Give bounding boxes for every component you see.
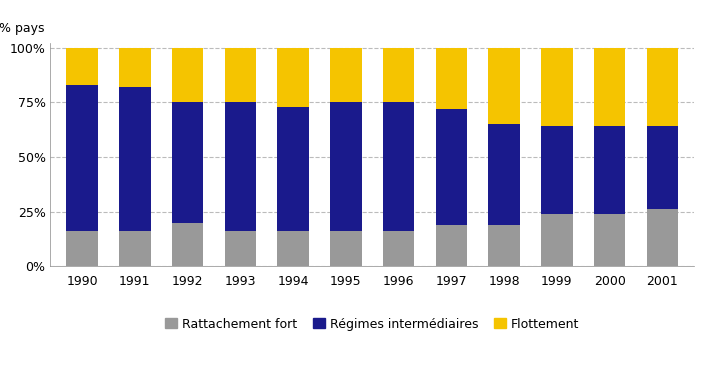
Bar bbox=[646, 48, 679, 127]
Bar bbox=[66, 231, 98, 266]
Bar bbox=[435, 225, 467, 266]
Bar bbox=[278, 48, 309, 107]
Bar bbox=[646, 127, 679, 209]
Bar bbox=[383, 103, 414, 231]
Bar bbox=[224, 231, 256, 266]
Bar bbox=[435, 48, 467, 109]
Bar bbox=[594, 48, 625, 127]
Bar bbox=[541, 127, 573, 214]
Bar bbox=[66, 48, 98, 85]
Bar bbox=[172, 48, 203, 103]
Bar bbox=[330, 48, 362, 103]
Bar bbox=[383, 48, 414, 103]
Bar bbox=[330, 231, 362, 266]
Bar bbox=[435, 109, 467, 225]
Bar bbox=[224, 48, 256, 103]
Bar bbox=[489, 124, 520, 225]
Bar bbox=[172, 103, 203, 223]
Bar bbox=[383, 231, 414, 266]
Bar bbox=[119, 231, 151, 266]
Bar bbox=[278, 107, 309, 231]
Bar bbox=[594, 127, 625, 214]
Bar bbox=[489, 225, 520, 266]
Bar bbox=[278, 231, 309, 266]
Legend: Rattachement fort, Régimes intermédiaires, Flottement: Rattachement fort, Régimes intermédiaire… bbox=[160, 313, 585, 336]
Bar bbox=[594, 214, 625, 266]
Bar bbox=[119, 87, 151, 231]
Bar bbox=[541, 214, 573, 266]
Bar bbox=[489, 48, 520, 124]
Bar bbox=[330, 103, 362, 231]
Bar bbox=[646, 209, 679, 266]
Text: % pays: % pays bbox=[0, 22, 44, 34]
Bar bbox=[172, 223, 203, 266]
Bar bbox=[119, 48, 151, 87]
Bar bbox=[224, 103, 256, 231]
Bar bbox=[66, 85, 98, 231]
Bar bbox=[541, 48, 573, 127]
